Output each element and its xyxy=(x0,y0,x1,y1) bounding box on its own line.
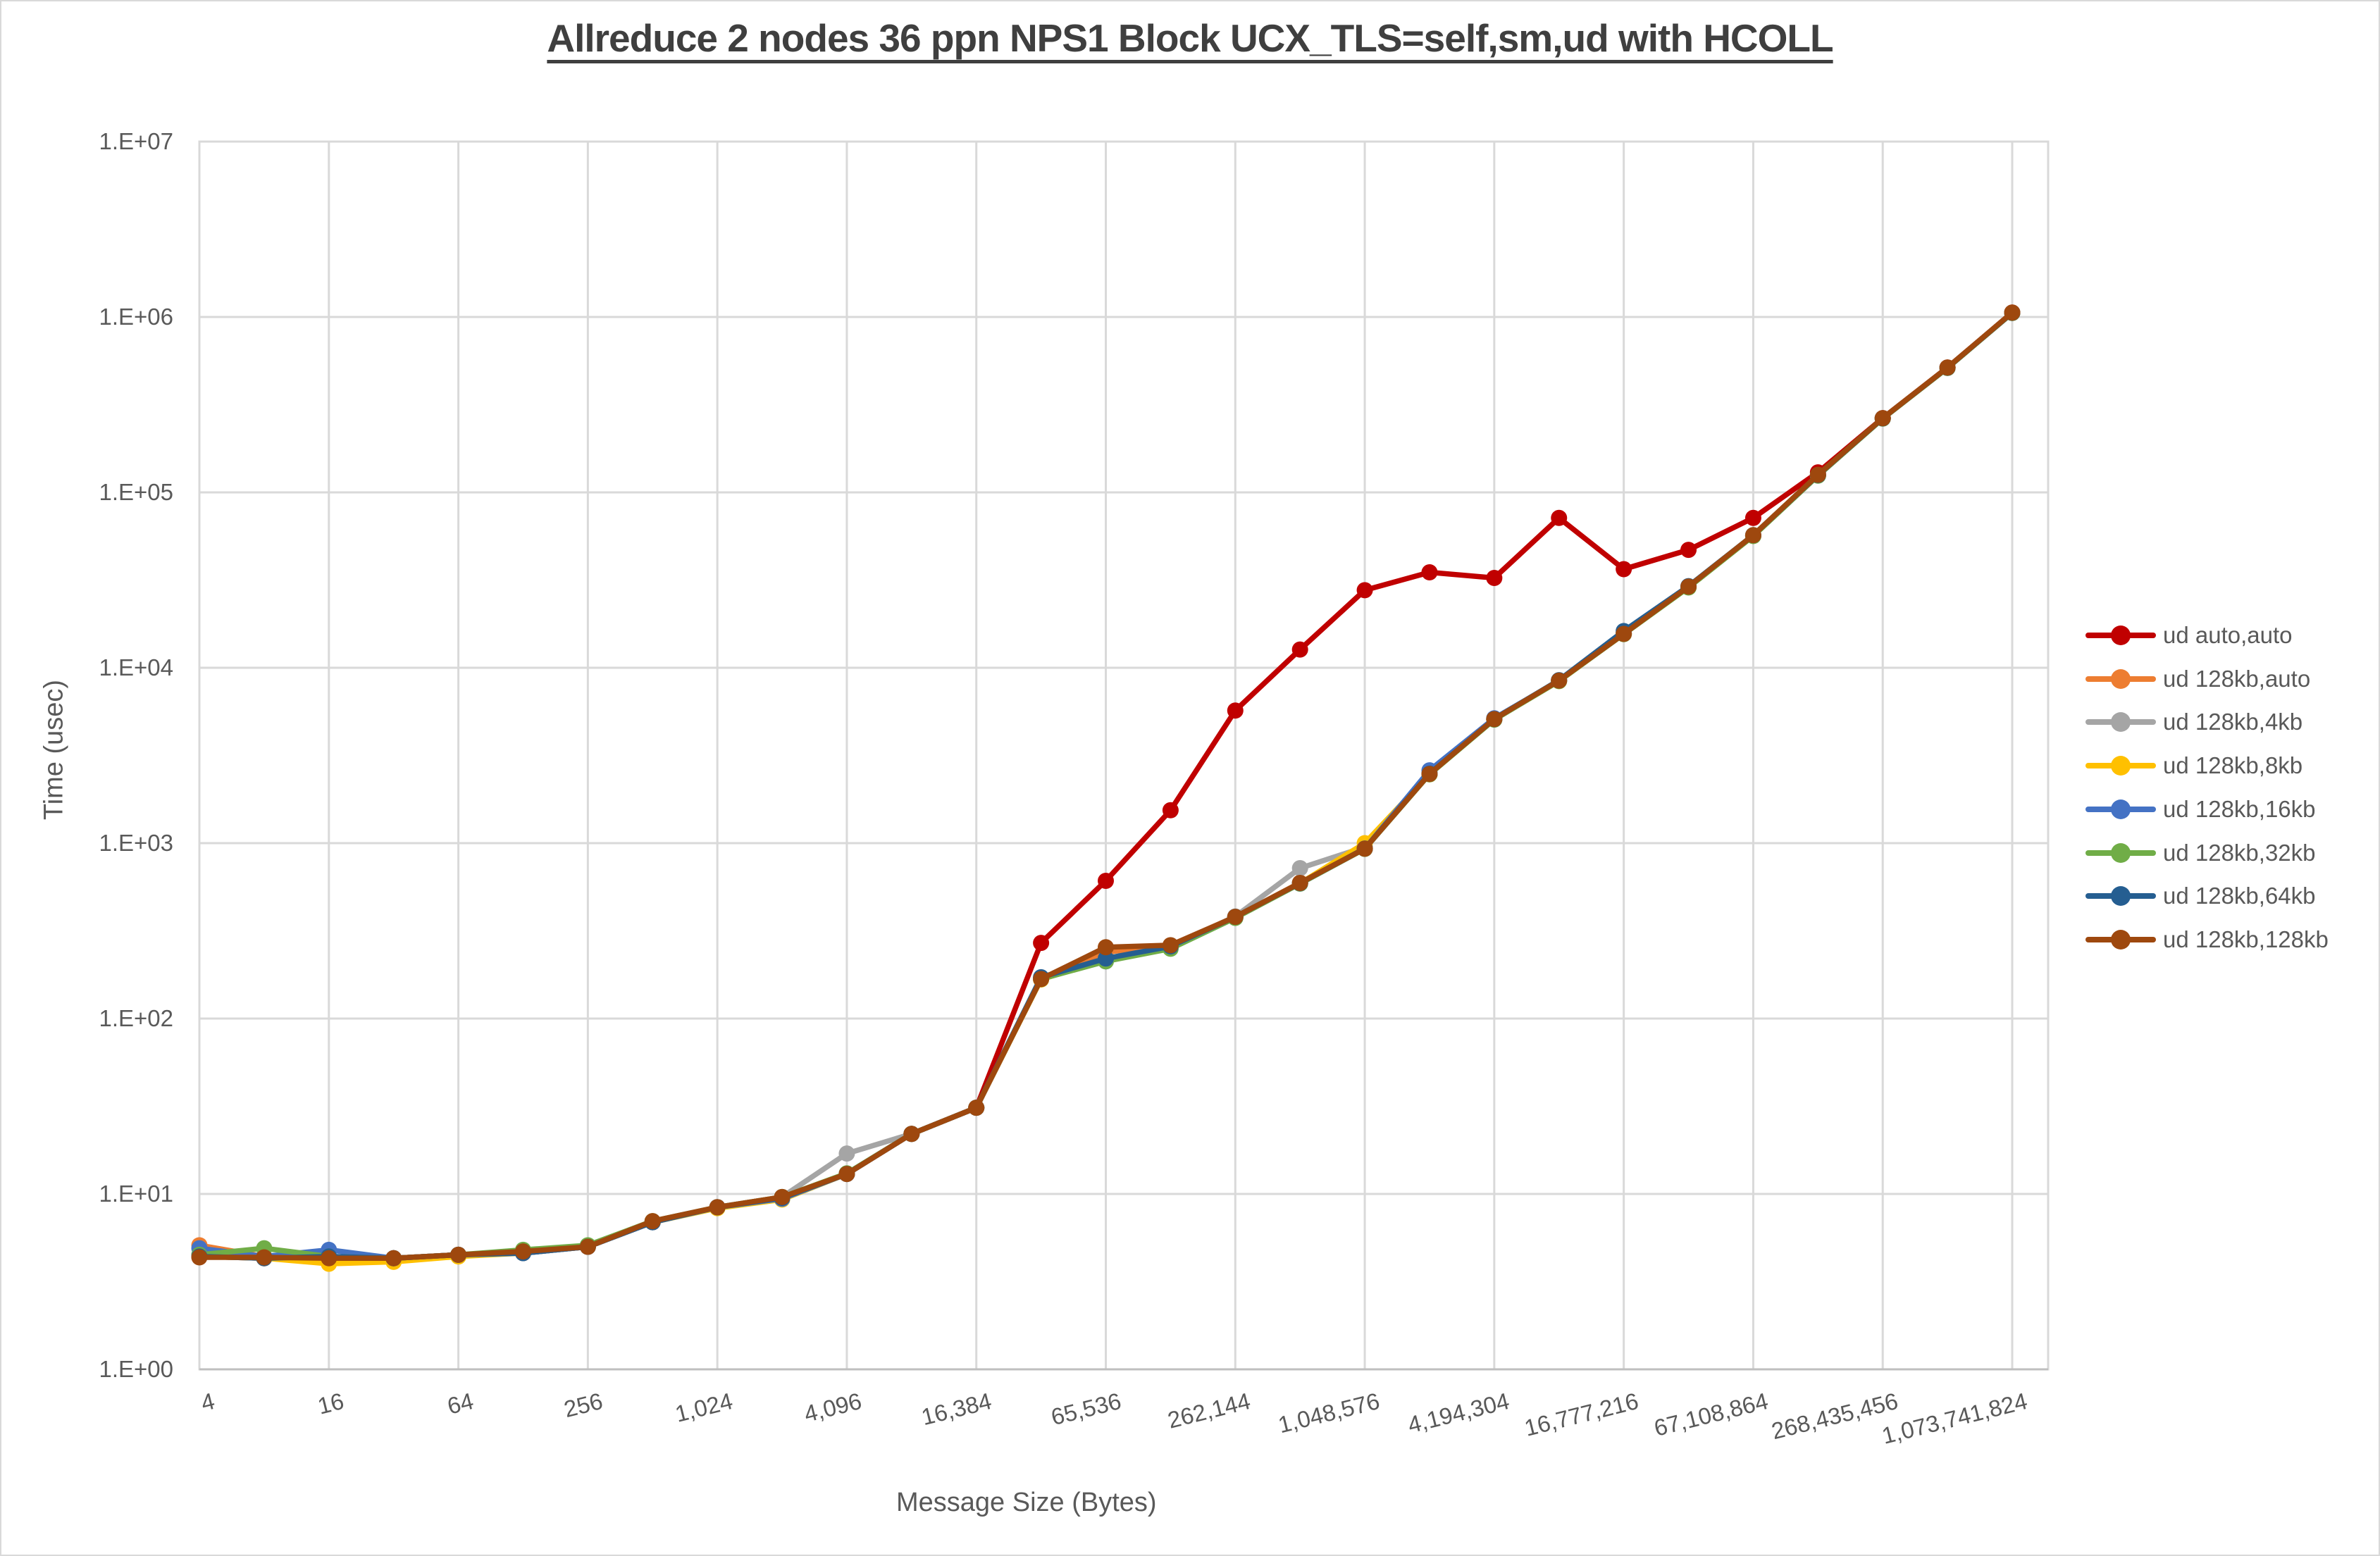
legend-marker-dot xyxy=(2111,668,2131,689)
legend-marker-dot xyxy=(2111,799,2131,819)
data-point-marker-ud-128kb-128kb xyxy=(1616,625,1632,642)
data-point-marker-ud-auto-auto xyxy=(1421,564,1438,581)
data-point-marker-ud-128kb-128kb xyxy=(450,1246,467,1263)
data-point-marker-ud-128kb-128kb xyxy=(644,1213,661,1230)
data-point-marker-ud-128kb-128kb xyxy=(191,1249,208,1266)
legend-item-ud-auto-auto[interactable]: ud auto,auto xyxy=(2085,620,2293,651)
legend-marker-dot xyxy=(2111,842,2131,863)
legend-line-marker-swatch xyxy=(2085,712,2156,733)
data-point-marker-ud-auto-auto xyxy=(1162,802,1179,819)
legend-line-marker-swatch xyxy=(2085,625,2156,645)
data-point-marker-ud-128kb-128kb xyxy=(1162,937,1179,954)
legend-line-marker-swatch xyxy=(2085,842,2156,863)
data-point-marker-ud-128kb-128kb xyxy=(903,1126,920,1143)
data-point-marker-ud-128kb-64kb xyxy=(1098,950,1114,967)
data-point-marker-ud-128kb-128kb xyxy=(1874,410,1891,427)
data-point-marker-ud-128kb-128kb xyxy=(838,1166,855,1183)
legend-label: ud 128kb,64kb xyxy=(2163,883,2316,909)
data-point-marker-ud-128kb-128kb xyxy=(1551,672,1568,689)
legend-marker-dot xyxy=(2111,625,2131,645)
legend-line-marker-swatch xyxy=(2085,929,2156,950)
data-point-marker-ud-128kb-128kb xyxy=(774,1188,791,1205)
y-tick-label: 1.E+04 xyxy=(99,654,173,680)
y-tick-label: 1.E+03 xyxy=(99,830,173,856)
legend-item-ud-128kb-32kb[interactable]: ud 128kb,32kb xyxy=(2085,838,2316,869)
x-axis-title: Message Size (Bytes) xyxy=(896,1488,1157,1517)
legend-label: ud 128kb,128kb xyxy=(2163,926,2329,952)
chart-title: Allreduce 2 nodes 36 ppn NPS1 Block UCX_… xyxy=(547,16,1833,60)
data-point-marker-ud-128kb-128kb xyxy=(1227,909,1244,926)
data-point-marker-ud-auto-auto xyxy=(1098,872,1114,889)
data-point-marker-ud-128kb-128kb xyxy=(1939,359,1956,376)
legend-line-marker-swatch xyxy=(2085,756,2156,776)
data-point-marker-ud-128kb-128kb xyxy=(385,1250,402,1266)
data-point-marker-ud-auto-auto xyxy=(1291,641,1308,658)
data-point-marker-ud-auto-auto xyxy=(1616,561,1632,578)
data-point-marker-ud-128kb-128kb xyxy=(1486,711,1503,728)
legend-label: ud 128kb,auto xyxy=(2163,665,2311,692)
legend-marker-dot xyxy=(2111,886,2131,907)
data-point-marker-ud-auto-auto xyxy=(1356,582,1373,599)
data-point-marker-ud-128kb-128kb xyxy=(579,1238,596,1255)
legend-label: ud 128kb,4kb xyxy=(2163,709,2303,735)
legend-label: ud auto,auto xyxy=(2163,622,2293,648)
y-tick-label: 1.E+06 xyxy=(99,304,173,330)
data-point-marker-ud-128kb-4kb xyxy=(1291,860,1308,877)
data-point-marker-ud-auto-auto xyxy=(1680,542,1697,559)
data-point-marker-ud-128kb-128kb xyxy=(1291,875,1308,892)
legend-item-ud-128kb-16kb[interactable]: ud 128kb,16kb xyxy=(2085,794,2316,825)
legend-marker-dot xyxy=(2111,712,2131,733)
legend-line-marker-swatch xyxy=(2085,799,2156,819)
legend-item-ud-128kb-128kb[interactable]: ud 128kb,128kb xyxy=(2085,924,2329,955)
data-point-marker-ud-128kb-128kb xyxy=(968,1100,985,1116)
legend-item-ud-128kb-auto[interactable]: ud 128kb,auto xyxy=(2085,664,2310,695)
plot-border xyxy=(198,140,2050,1371)
legend-label: ud 128kb,16kb xyxy=(2163,795,2316,822)
data-point-marker-ud-128kb-128kb xyxy=(514,1243,531,1260)
data-point-marker-ud-auto-auto xyxy=(1227,702,1244,719)
data-point-marker-ud-128kb-128kb xyxy=(2004,304,2021,321)
legend-line-marker-swatch xyxy=(2085,668,2156,689)
data-point-marker-ud-auto-auto xyxy=(1551,509,1568,526)
legend-marker-dot xyxy=(2111,929,2131,950)
data-point-marker-ud-128kb-128kb xyxy=(1356,840,1373,857)
y-tick-label: 1.E+00 xyxy=(99,1356,173,1382)
legend-label: ud 128kb,32kb xyxy=(2163,839,2316,866)
data-point-marker-ud-128kb-128kb xyxy=(256,1249,273,1266)
y-tick-label: 1.E+05 xyxy=(99,479,173,505)
data-point-marker-ud-128kb-128kb xyxy=(1744,527,1761,544)
data-point-marker-ud-128kb-4kb xyxy=(838,1145,855,1162)
data-point-marker-ud-128kb-128kb xyxy=(709,1199,726,1216)
y-tick-label: 1.E+02 xyxy=(99,1005,173,1031)
legend-marker-dot xyxy=(2111,756,2131,776)
data-point-marker-ud-128kb-128kb xyxy=(321,1250,337,1266)
data-point-marker-ud-auto-auto xyxy=(1486,570,1503,587)
legend-label: ud 128kb,8kb xyxy=(2163,752,2303,779)
y-tick-label: 1.E+01 xyxy=(99,1181,173,1207)
y-tick-label: 1.E+07 xyxy=(99,128,173,154)
data-point-marker-ud-128kb-128kb xyxy=(1680,578,1697,595)
data-point-marker-ud-128kb-128kb xyxy=(1098,939,1114,956)
data-point-marker-ud-128kb-128kb xyxy=(1421,766,1438,783)
legend-item-ud-128kb-64kb[interactable]: ud 128kb,64kb xyxy=(2085,880,2316,911)
data-point-marker-ud-128kb-128kb xyxy=(1033,971,1050,988)
y-axis-title: Time (usec) xyxy=(39,679,69,821)
data-point-marker-ud-auto-auto xyxy=(1744,509,1761,526)
data-point-marker-ud-128kb-128kb xyxy=(1809,466,1826,483)
legend-item-ud-128kb-8kb[interactable]: ud 128kb,8kb xyxy=(2085,750,2302,781)
legend-line-marker-swatch xyxy=(2085,886,2156,907)
legend-item-ud-128kb-4kb[interactable]: ud 128kb,4kb xyxy=(2085,707,2302,737)
data-point-marker-ud-auto-auto xyxy=(1033,935,1050,952)
